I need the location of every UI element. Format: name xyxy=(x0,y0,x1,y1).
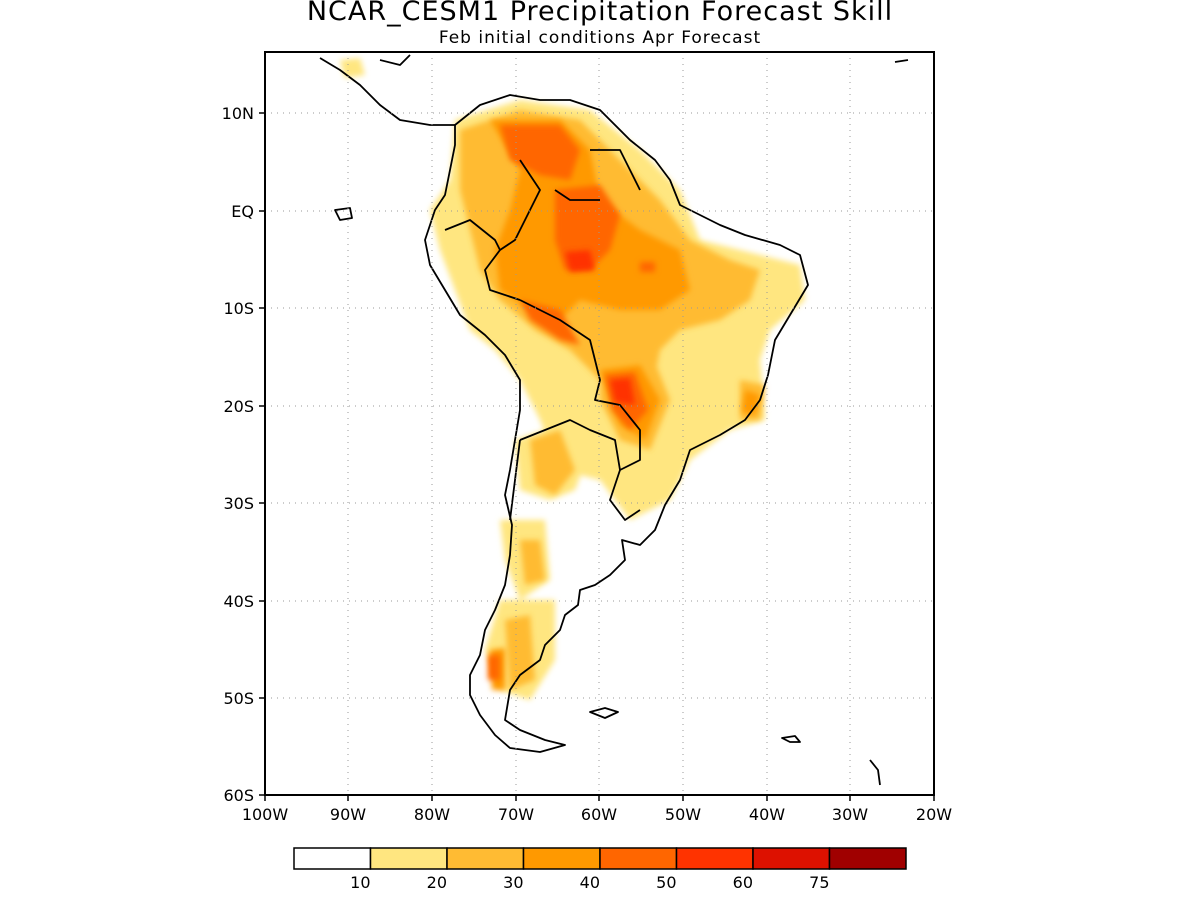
y-tick-label: 50S xyxy=(223,689,254,708)
y-tick-label: 20S xyxy=(223,397,254,416)
x-tick-label: 20W xyxy=(916,805,952,824)
map-subtitle: Feb initial conditions Apr Forecast xyxy=(438,28,762,48)
x-tick-label: 70W xyxy=(498,805,534,824)
colorbar-swatch xyxy=(293,847,372,870)
y-tick-label: 10S xyxy=(223,299,254,318)
x-tick-label: 50W xyxy=(665,805,701,824)
map-title: NCAR_CESM1 Precipitation Forecast Skill xyxy=(306,0,894,27)
x-tick-label: 90W xyxy=(330,805,366,824)
y-tick-label: 30S xyxy=(223,494,254,513)
colorbar: 10 20 30 40 50 60 75 xyxy=(293,847,907,892)
colorbar-swatch xyxy=(828,847,907,870)
y-tick-label: 40S xyxy=(223,592,254,611)
x-tick-label: 80W xyxy=(414,805,450,824)
colorbar-swatch xyxy=(446,847,525,870)
colorbar-label: 10 xyxy=(350,873,370,892)
colorbar-label: 50 xyxy=(656,873,676,892)
colorbar-label: 75 xyxy=(809,873,829,892)
colorbar-swatch xyxy=(599,847,678,870)
colorbar-swatch xyxy=(522,847,601,870)
colorbar-label: 20 xyxy=(427,873,447,892)
colorbar-label: 60 xyxy=(733,873,753,892)
x-tick-label: 40W xyxy=(749,805,785,824)
x-tick-label: 30W xyxy=(832,805,868,824)
y-tick-label: 60S xyxy=(223,786,254,805)
colorbar-swatch xyxy=(675,847,754,870)
y-tick-label: 10N xyxy=(222,104,254,123)
colorbar-swatch xyxy=(752,847,831,870)
colorbar-label: 40 xyxy=(580,873,600,892)
y-tick-label: EQ xyxy=(231,202,254,221)
colorbar-swatch xyxy=(369,847,448,870)
x-tick-label: 60W xyxy=(581,805,617,824)
coastlines xyxy=(319,54,909,786)
colorbar-label: 30 xyxy=(503,873,523,892)
skill-shading xyxy=(340,58,805,700)
x-tick-label: 100W xyxy=(242,805,289,824)
